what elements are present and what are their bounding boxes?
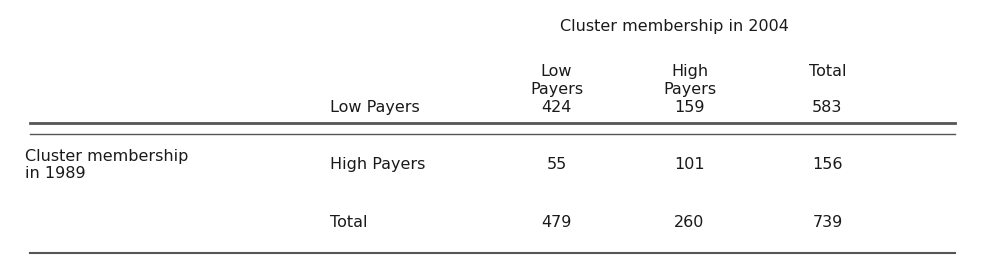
Text: Cluster membership
in 1989: Cluster membership in 1989 xyxy=(25,149,188,181)
Text: 583: 583 xyxy=(813,100,842,115)
Text: 101: 101 xyxy=(674,157,705,172)
Text: Low
Payers: Low Payers xyxy=(530,64,583,97)
Text: High Payers: High Payers xyxy=(330,157,426,172)
Text: 424: 424 xyxy=(542,100,571,115)
Text: 479: 479 xyxy=(542,215,571,230)
Text: Total: Total xyxy=(330,215,367,230)
Text: 156: 156 xyxy=(813,157,842,172)
Text: 159: 159 xyxy=(675,100,704,115)
Text: 739: 739 xyxy=(813,215,842,230)
Text: Cluster membership in 2004: Cluster membership in 2004 xyxy=(560,19,789,34)
Text: High
Payers: High Payers xyxy=(663,64,716,97)
Text: Low Payers: Low Payers xyxy=(330,100,420,115)
Text: 260: 260 xyxy=(675,215,704,230)
Text: 55: 55 xyxy=(547,157,566,172)
Text: Total: Total xyxy=(809,64,846,79)
